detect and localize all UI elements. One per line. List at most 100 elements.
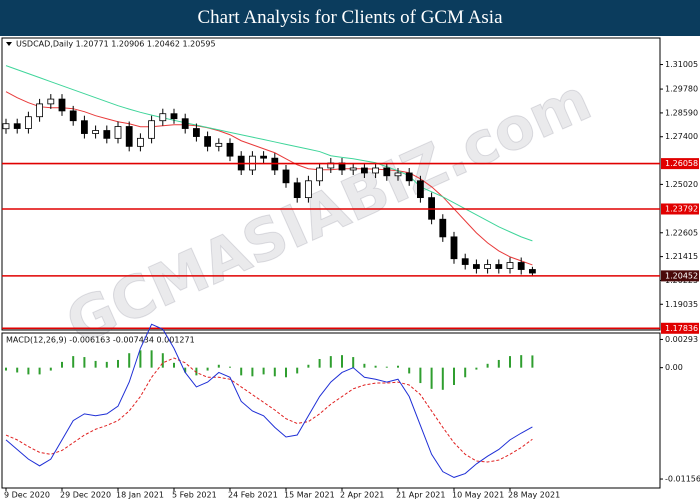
candle-body	[495, 264, 503, 269]
x-tick-label: 21 Apr 2021	[396, 491, 445, 500]
histogram-bar	[486, 363, 489, 368]
candle-body	[529, 269, 536, 274]
candle-body	[260, 155, 268, 159]
x-tick-label: 18 Jan 2021	[116, 491, 164, 500]
histogram-bar	[173, 362, 175, 368]
histogram-bar	[318, 358, 321, 368]
histogram-bar	[206, 367, 209, 371]
candle-body	[204, 136, 212, 147]
histogram-bar	[307, 364, 310, 368]
candle-body	[92, 130, 99, 134]
histogram-bar	[128, 353, 131, 368]
histogram-bar	[117, 359, 119, 368]
candle-body	[360, 167, 368, 174]
candle-body	[136, 137, 144, 147]
histogram-bar	[341, 355, 343, 368]
level-label: 1.26058	[665, 159, 698, 168]
histogram-bar	[184, 367, 187, 373]
histogram-bar	[374, 365, 377, 368]
candle-body	[103, 130, 111, 139]
x-tick-label: 5 Feb 2021	[172, 491, 217, 500]
candle-body	[282, 169, 290, 184]
y-tick-label: 1.19035	[665, 300, 698, 309]
histogram-bar	[105, 361, 108, 368]
histogram-bar	[520, 355, 523, 368]
candle-body	[159, 113, 167, 122]
histogram-bar	[94, 360, 97, 368]
histogram-bar	[430, 367, 433, 389]
x-tick-label: 28 May 2021	[508, 491, 560, 500]
x-tick-label: 29 Dec 2020	[60, 491, 111, 500]
candle-body	[24, 116, 32, 129]
x-tick-label: 10 May 2021	[452, 491, 504, 500]
histogram-bar	[509, 356, 511, 368]
candle-body	[47, 98, 55, 105]
histogram-bar	[240, 367, 243, 376]
histogram-bar	[229, 366, 231, 368]
histogram-bar	[296, 367, 299, 374]
histogram-bar	[385, 366, 388, 368]
candle-body	[405, 172, 413, 182]
histogram-bar	[161, 353, 164, 368]
chart-header: USDCAD,Daily 1.20771 1.20906 1.20462 1.2…	[16, 40, 216, 49]
y-tick-label: 1.22605	[665, 228, 698, 237]
histogram-bar	[285, 367, 287, 378]
candle-body	[304, 180, 312, 199]
x-tick-label: 15 Mar 2021	[284, 491, 335, 500]
header-icon	[6, 42, 12, 46]
histogram-bar	[72, 356, 75, 368]
level-label-box	[661, 270, 699, 282]
candle-body	[394, 172, 402, 177]
candle-body	[472, 264, 480, 269]
candle-body	[2, 123, 10, 130]
candle-body	[372, 167, 380, 174]
candle-body	[349, 167, 357, 171]
x-tick-label: 9 Dec 2020	[4, 491, 50, 500]
histogram-bar	[363, 363, 366, 368]
candle-body	[316, 167, 324, 182]
candle-body	[383, 167, 391, 177]
macd-label: MACD(12,26,9) -0.006163 -0.007434 0.0012…	[6, 336, 195, 345]
candle-body	[484, 264, 492, 269]
x-tick-label: 2 Apr 2021	[340, 491, 384, 500]
candle-body	[69, 110, 77, 122]
title-bar: Chart Analysis for Clients of GCM Asia	[0, 0, 700, 36]
histogram-bar	[262, 367, 265, 375]
candle-body	[416, 180, 424, 199]
macd-line	[5, 323, 533, 478]
candle-body	[450, 236, 458, 260]
moving-average	[5, 91, 533, 266]
candle-body	[517, 262, 525, 270]
candle-body	[181, 118, 189, 129]
y-tick-label: -0.011568	[665, 475, 700, 484]
histogram-bar	[441, 367, 444, 390]
histogram-bar	[83, 357, 86, 368]
moving-average	[5, 65, 533, 242]
y-tick-label: 1.29780	[665, 85, 698, 94]
histogram-bar	[150, 350, 153, 368]
histogram-bar	[273, 367, 276, 377]
histogram-bar	[61, 361, 63, 368]
level-label: 1.23792	[665, 204, 698, 213]
panel-frame	[1, 332, 661, 489]
level-label: 1.17836	[665, 324, 698, 333]
histogram-bar	[419, 367, 422, 384]
histogram-bar	[329, 356, 332, 368]
candle-body	[226, 142, 234, 157]
histogram-bar	[453, 367, 455, 385]
y-tick-label: 0.00	[665, 363, 683, 372]
histogram-bar	[475, 367, 478, 370]
y-tick-label: 1.27400	[665, 132, 698, 141]
candle-body	[506, 262, 514, 269]
candle-body	[13, 123, 21, 129]
level-label: 1.20452	[665, 271, 698, 280]
candle-body	[461, 258, 469, 265]
y-tick-label: 1.31005	[665, 60, 698, 69]
y-tick-label: 0.00293	[665, 335, 698, 344]
candle-body	[125, 126, 133, 147]
y-tick-label: 1.25020	[665, 180, 698, 189]
candle-body	[36, 103, 43, 118]
candle-body	[58, 98, 66, 112]
